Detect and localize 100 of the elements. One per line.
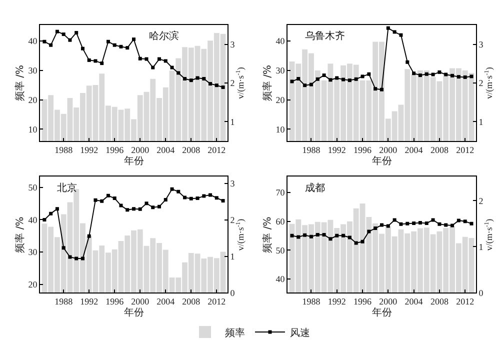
x-tick-label: 2004	[156, 144, 176, 155]
point	[112, 43, 116, 47]
point	[144, 202, 148, 206]
point	[444, 223, 448, 227]
point	[87, 234, 91, 238]
y-tick-label: 20	[28, 94, 38, 105]
point	[196, 76, 200, 80]
point	[112, 196, 116, 200]
point	[406, 60, 410, 64]
y2-tick-label: 2	[230, 214, 235, 225]
point	[342, 78, 346, 82]
point	[100, 62, 104, 66]
point	[303, 84, 307, 88]
point	[49, 43, 53, 47]
point	[138, 207, 142, 211]
point	[164, 198, 168, 202]
x-tick-label: 1996	[106, 144, 124, 155]
x-tick-label: 1996	[354, 296, 372, 307]
point	[412, 72, 416, 76]
point	[424, 72, 428, 76]
point	[444, 72, 448, 76]
point	[470, 222, 474, 226]
point	[189, 196, 193, 200]
y2-tick-label: 2	[478, 196, 484, 206]
point	[399, 222, 403, 226]
legend-label: 频率	[225, 326, 245, 339]
point	[431, 218, 435, 222]
y2-tick-label: 1	[478, 242, 484, 252]
x-tick-label: 2012	[208, 296, 226, 307]
y2-tick-label: 3	[478, 39, 484, 50]
x-tick-label: 2000	[131, 296, 150, 307]
point	[119, 204, 123, 208]
legend-label: 风速	[290, 326, 310, 339]
x-tick-label: 1992	[328, 296, 346, 307]
point	[309, 82, 313, 86]
point	[151, 206, 155, 210]
point	[202, 77, 206, 80]
point	[367, 72, 371, 76]
x-tick-label: 2012	[208, 144, 226, 155]
point	[418, 221, 422, 225]
x-tick-label: 1988	[302, 144, 321, 155]
x-tick-label: 2012	[456, 144, 474, 155]
y2-tick-label: 1	[478, 116, 484, 127]
point	[94, 198, 98, 202]
point	[106, 194, 110, 198]
point	[456, 218, 460, 222]
point	[55, 30, 59, 34]
y-axis-title: 频率 /%	[262, 216, 274, 253]
x-axis-title: 年份	[372, 306, 392, 319]
y-tick-label: 20	[276, 94, 286, 105]
point	[348, 78, 352, 82]
y-axis-title: 频率 /%	[14, 64, 26, 102]
x-axis-title: 年份	[124, 306, 144, 319]
point	[42, 218, 46, 222]
point	[214, 196, 218, 200]
x-tick-label: 2008	[182, 296, 201, 307]
point	[221, 199, 225, 203]
text: 哈尔滨	[149, 30, 179, 42]
point	[316, 77, 320, 81]
point	[132, 207, 136, 211]
point	[392, 218, 396, 222]
y-tick-label: 40	[28, 36, 38, 46]
y-tick-label: 40	[276, 36, 286, 46]
point	[68, 255, 72, 259]
point	[151, 66, 155, 70]
point	[100, 199, 104, 203]
y-tick-label: 60	[276, 216, 286, 226]
y2-tick-label: 2	[478, 78, 484, 88]
point	[418, 74, 422, 78]
y-tick-label: 30	[28, 65, 38, 76]
y2-tick-label: 0	[478, 288, 484, 298]
point	[290, 80, 294, 84]
point	[138, 56, 142, 60]
point	[438, 222, 442, 226]
point	[208, 193, 212, 197]
point	[170, 66, 174, 70]
y-tick-label: 50	[276, 245, 286, 256]
point	[354, 241, 358, 245]
x-tick-label: 2000	[131, 144, 150, 155]
point	[392, 30, 396, 34]
point	[406, 222, 410, 226]
x-tick-label: 2004	[404, 144, 424, 155]
x-tick-label: 1992	[328, 144, 346, 155]
x-tick-label: 2008	[430, 144, 449, 155]
x-tick-label: 1996	[106, 296, 124, 307]
point	[68, 38, 72, 42]
point	[328, 78, 332, 82]
point	[424, 221, 428, 225]
point	[132, 38, 136, 42]
point	[367, 230, 371, 234]
point	[309, 234, 313, 238]
point	[49, 212, 53, 216]
point	[322, 232, 326, 236]
y2-tick-label: 3	[230, 178, 236, 188]
text: 成都	[305, 182, 325, 194]
y-tick-label: 50	[28, 182, 38, 193]
y2-tick-label: 0	[230, 288, 236, 298]
point	[386, 224, 390, 228]
x-tick-label: 1988	[54, 144, 74, 155]
point	[296, 235, 300, 239]
